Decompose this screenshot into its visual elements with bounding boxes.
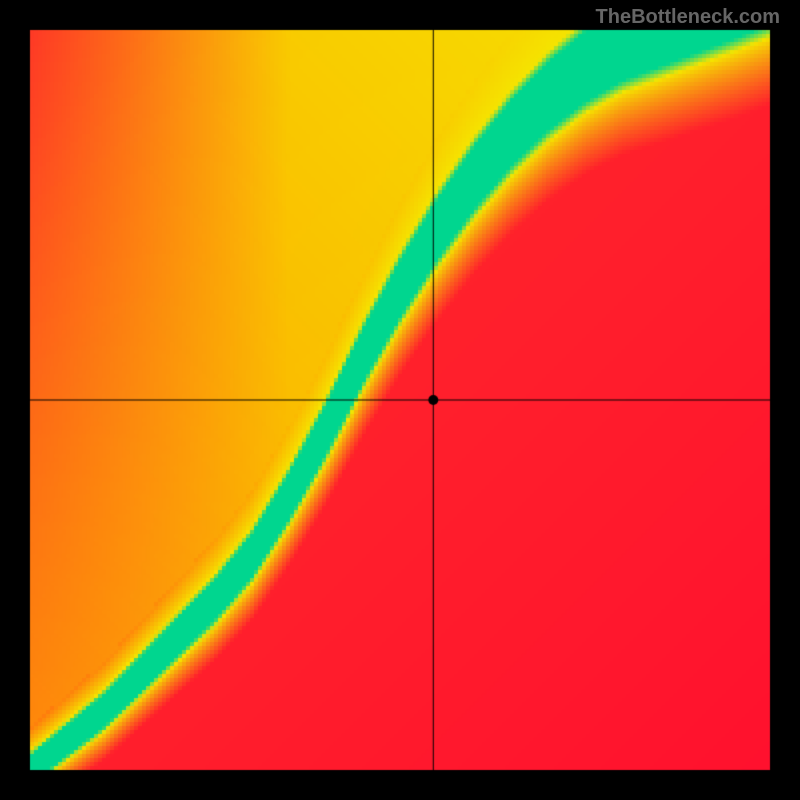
chart-container: TheBottleneck.com	[0, 0, 800, 800]
bottleneck-heatmap	[0, 0, 800, 800]
watermark-text: TheBottleneck.com	[596, 6, 780, 29]
